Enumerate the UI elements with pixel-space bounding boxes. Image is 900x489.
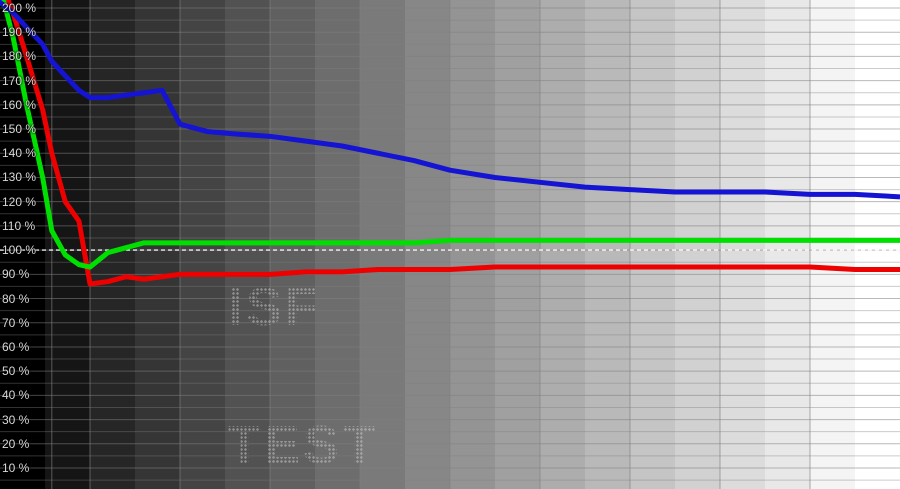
- background-step: [495, 0, 540, 489]
- series-line-blue: [0, 0, 900, 200]
- background-step: [450, 0, 495, 489]
- background-step: [720, 0, 765, 489]
- series-line-green: [0, 0, 900, 270]
- background-step: [585, 0, 630, 489]
- series-line-red: [5, 0, 900, 287]
- background-step: [855, 0, 900, 489]
- background-step: [540, 0, 585, 489]
- background-step: [675, 0, 720, 489]
- background-step: [765, 0, 810, 489]
- background-step: [810, 0, 855, 489]
- background-step: [630, 0, 675, 489]
- background-step: [90, 0, 135, 489]
